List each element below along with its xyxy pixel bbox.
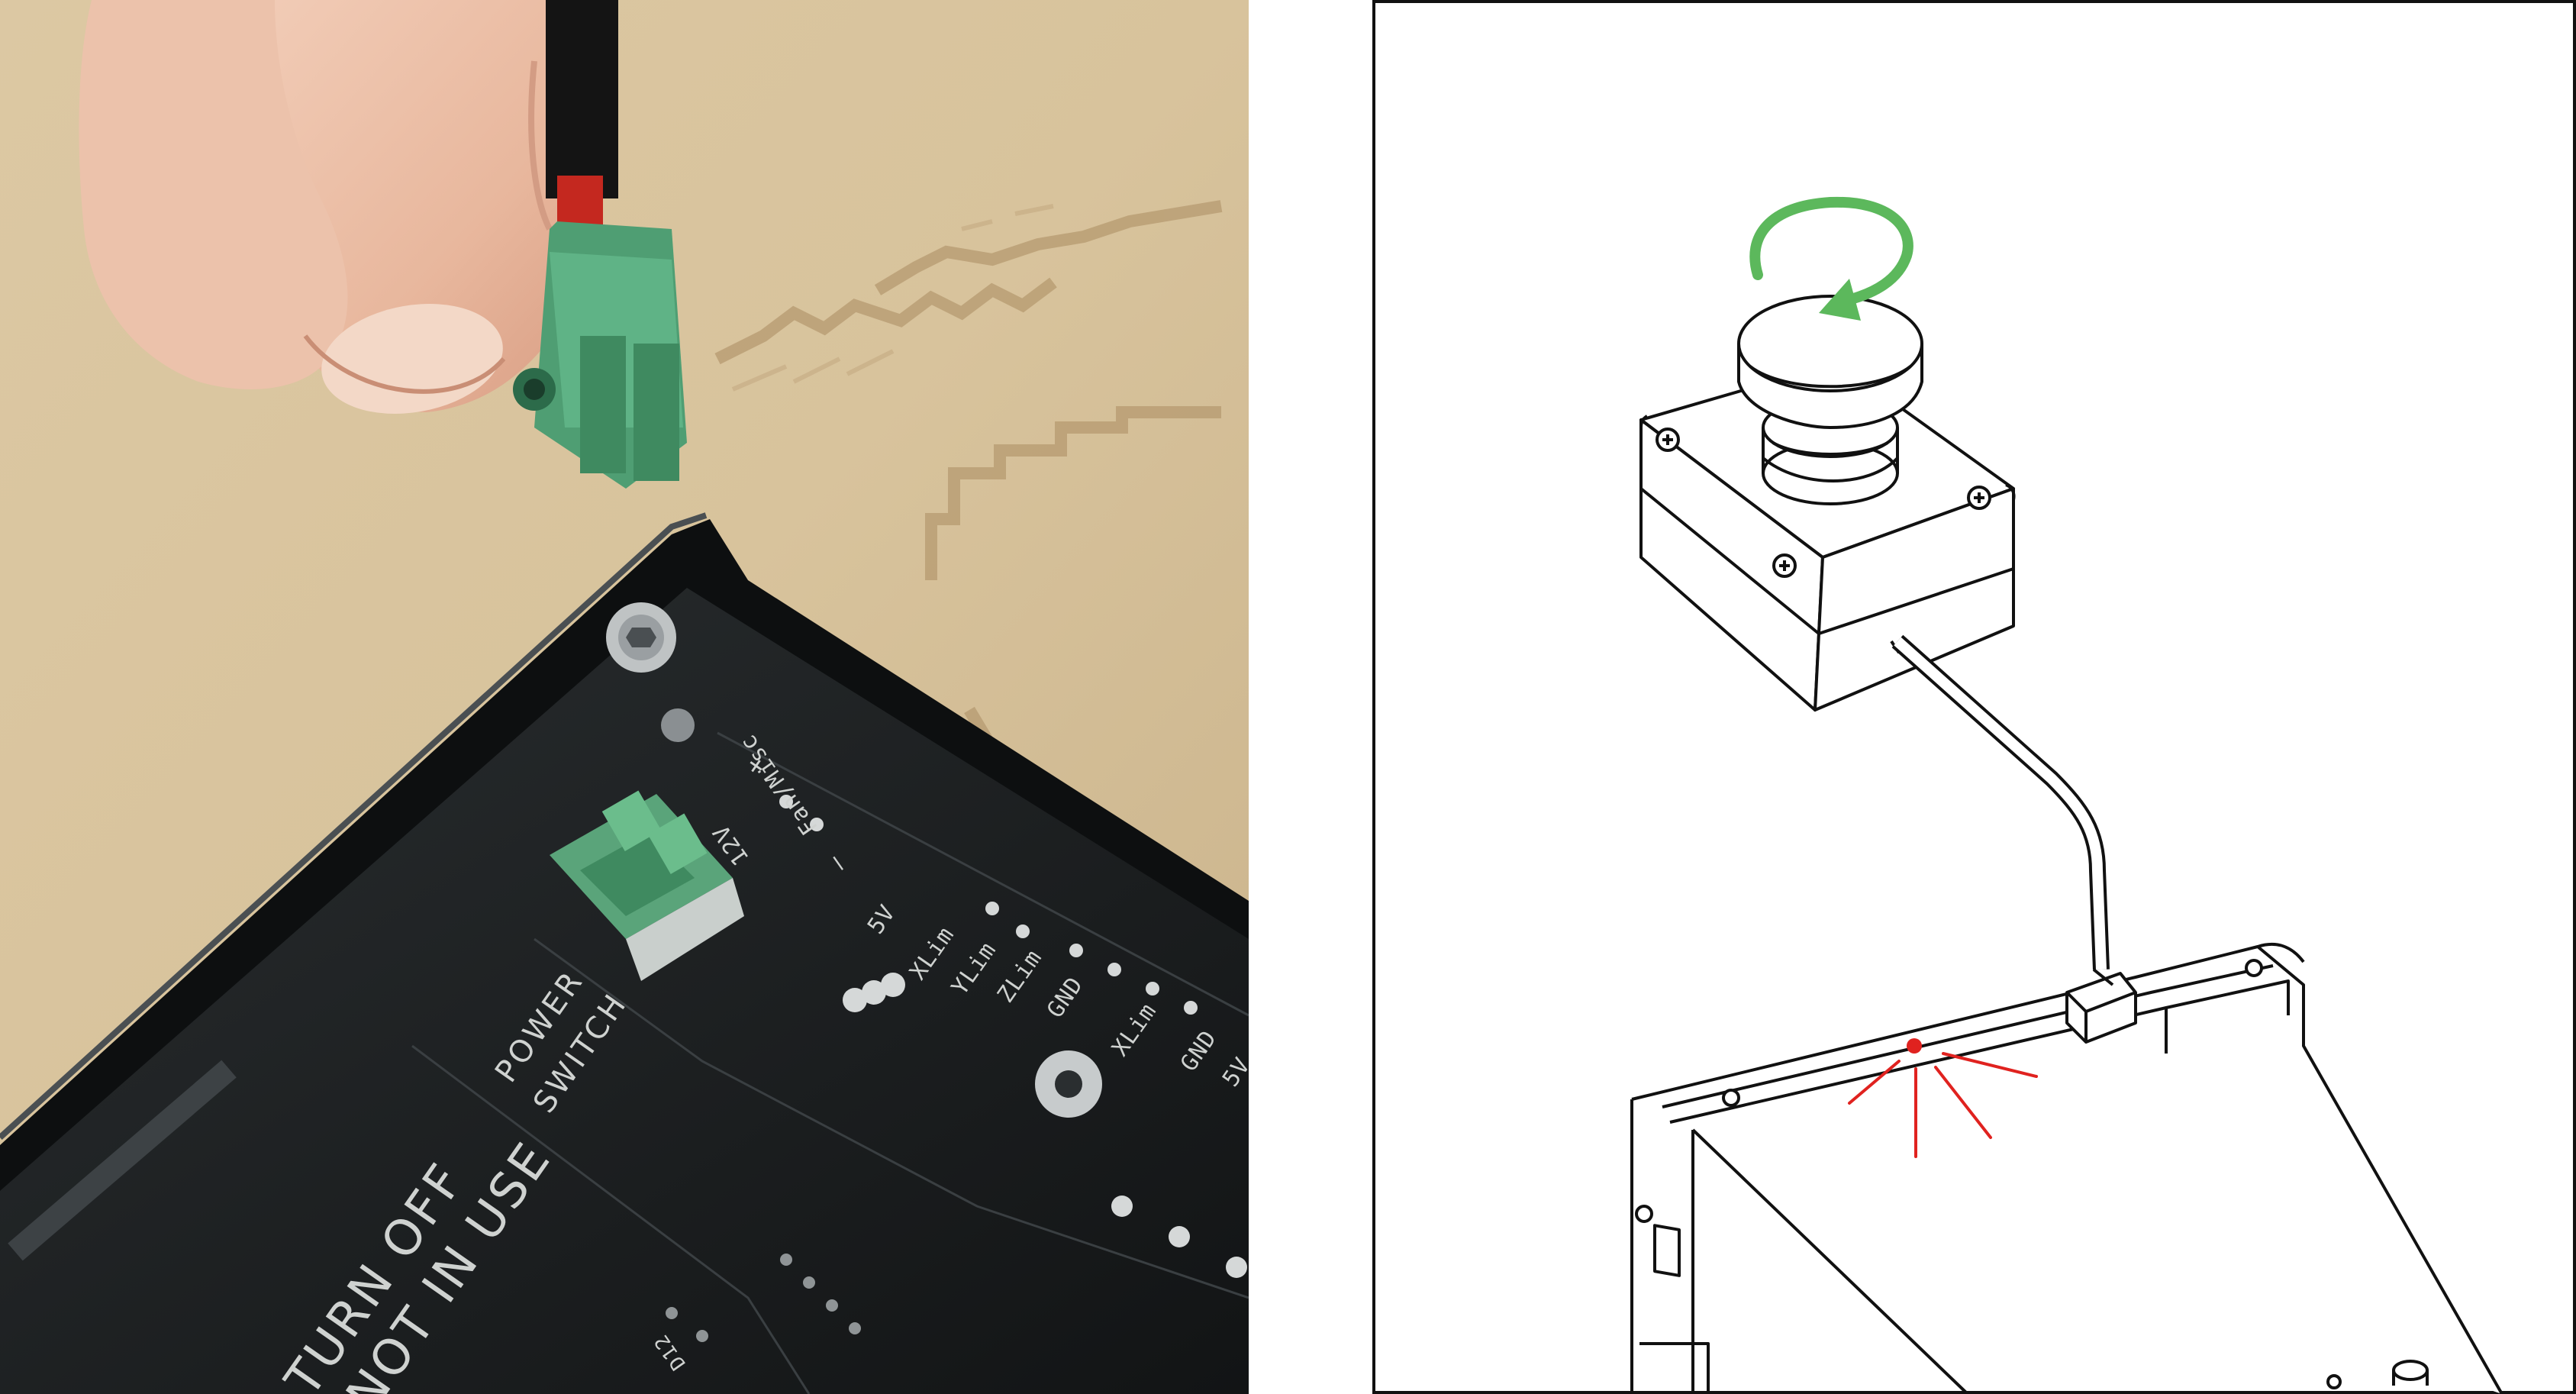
connector-photo: + – 12V Fan/Misc 5V XLim YLim ZLim GND X… bbox=[0, 0, 1249, 1394]
hand bbox=[79, 0, 605, 415]
circuit-board bbox=[0, 588, 1249, 1394]
photo-scene bbox=[0, 0, 1249, 1394]
wood-grooves bbox=[714, 200, 1223, 776]
green-connector bbox=[513, 221, 687, 489]
diagram-illustration bbox=[1372, 0, 2576, 1394]
status-led-indicator bbox=[1848, 1038, 2038, 1158]
board-terminal-block bbox=[550, 790, 744, 981]
estop-diagram bbox=[1372, 0, 2576, 1394]
rotate-arrow-icon bbox=[1749, 196, 1913, 321]
line-art bbox=[1630, 295, 2503, 1394]
cable bbox=[546, 0, 618, 198]
led-dot bbox=[1907, 1038, 1922, 1054]
